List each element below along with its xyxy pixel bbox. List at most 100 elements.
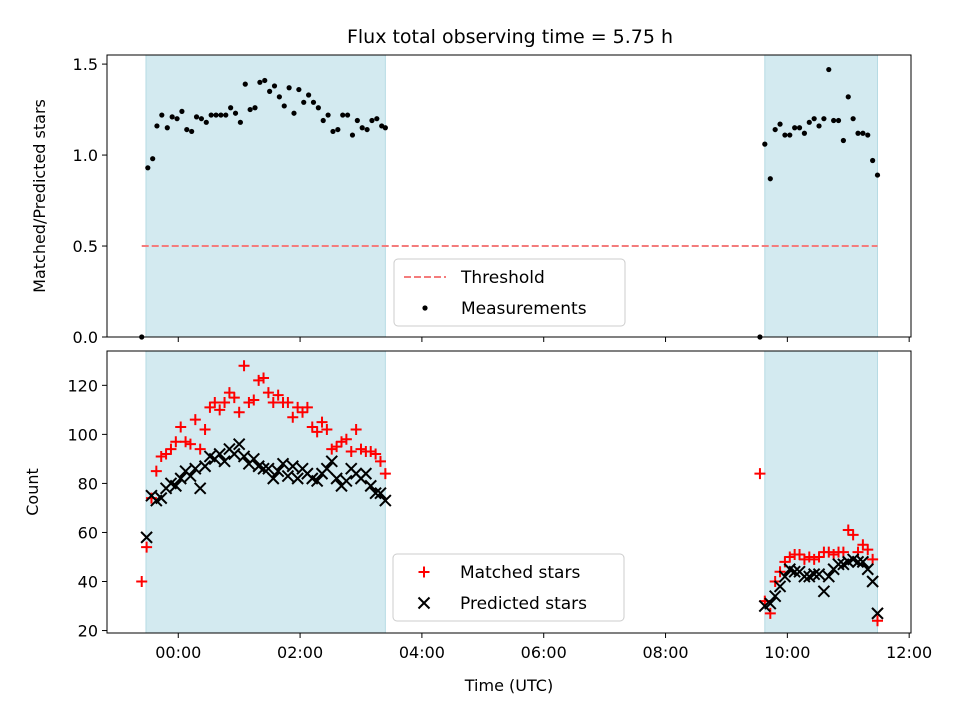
matched-stars-point bbox=[267, 396, 279, 408]
matched-stars-point bbox=[155, 450, 167, 462]
matched-stars-point bbox=[175, 421, 187, 433]
matched-stars-point bbox=[803, 551, 815, 563]
matched-stars-point bbox=[837, 546, 849, 558]
measurement-point bbox=[150, 156, 156, 162]
matched-stars-point bbox=[219, 396, 231, 408]
matched-stars-point bbox=[754, 468, 766, 480]
predicted-stars-point bbox=[856, 555, 870, 569]
measurement-point bbox=[821, 116, 827, 122]
axes-frame bbox=[106, 350, 912, 634]
y-tick-label: 1.5 bbox=[73, 55, 98, 74]
matched-stars-point bbox=[199, 423, 211, 435]
x-tick-label: 00:00 bbox=[155, 643, 201, 662]
predicted-stars-point bbox=[184, 469, 197, 483]
y-axis-label: Count bbox=[23, 468, 42, 516]
matched-stars-point bbox=[301, 401, 313, 413]
predicted-stars-point bbox=[189, 462, 202, 475]
measurement-point bbox=[228, 105, 234, 111]
y-tick-label: 60 bbox=[78, 523, 98, 542]
matched-stars-point bbox=[238, 360, 250, 372]
predicted-stars-point bbox=[861, 563, 874, 576]
measurement-point bbox=[315, 105, 321, 111]
matched-stars-point bbox=[784, 551, 796, 563]
matched-stars-point bbox=[336, 436, 347, 448]
panel-counts: 00:00 02:00 04:00 06:00 08:00 10:00 12:00 20 40 6… bbox=[23, 350, 932, 695]
measurement-point bbox=[354, 117, 360, 124]
matched-stars-point bbox=[272, 389, 284, 401]
legend: Threshold Measurements bbox=[393, 258, 626, 327]
matched-stars-point bbox=[316, 416, 328, 428]
matched-stars-point bbox=[857, 539, 869, 551]
measurement-point bbox=[213, 112, 219, 118]
predicted-stars-point bbox=[310, 474, 324, 488]
matched-stars-point bbox=[311, 426, 323, 438]
matched-stars-point bbox=[355, 443, 367, 455]
predicted-stars-point bbox=[851, 555, 865, 569]
matched-stars-point bbox=[340, 433, 352, 445]
predicted-stars-point bbox=[198, 460, 212, 473]
matched-stars-point bbox=[331, 441, 343, 453]
matched-stars-point bbox=[306, 421, 318, 433]
predicted-stars-point bbox=[218, 455, 231, 468]
measurement-point bbox=[860, 130, 866, 136]
measurement-point bbox=[335, 126, 341, 133]
matched-stars-point bbox=[253, 374, 265, 386]
observing-window bbox=[764, 54, 878, 338]
measurement-point bbox=[364, 126, 370, 133]
legend: Matched stars Predicted stars bbox=[392, 553, 625, 622]
measurement-point bbox=[762, 141, 768, 147]
measurement-point bbox=[281, 103, 287, 109]
predicted-stars-point bbox=[379, 494, 392, 507]
matched-stars-point bbox=[180, 436, 192, 448]
legend-predicted-swatch bbox=[417, 596, 431, 610]
predicted-stars-point bbox=[267, 472, 280, 485]
predicted-stars-point bbox=[788, 565, 801, 578]
measurement-point bbox=[787, 132, 793, 138]
matched-stars-point bbox=[321, 423, 333, 435]
predicted-stars-point bbox=[359, 467, 373, 480]
panel-ratio: 0.0 0.5 1.0 1.5 Matched/Predicted stars Thres… bbox=[30, 54, 912, 347]
predicted-stars-point bbox=[155, 491, 168, 505]
predicted-stars-point bbox=[325, 455, 338, 468]
measurement-point bbox=[306, 92, 312, 98]
matched-stars-point bbox=[282, 396, 294, 408]
measurement-point bbox=[291, 110, 297, 116]
measurement-point bbox=[296, 86, 302, 93]
measurement-point bbox=[850, 116, 856, 122]
chart-title: Flux total observing time = 5.75 h bbox=[347, 26, 673, 48]
measurement-point bbox=[811, 116, 817, 122]
measurement-point bbox=[198, 116, 205, 122]
measurement-point bbox=[865, 132, 871, 138]
measurement-point bbox=[189, 128, 195, 135]
matched-stars-point bbox=[228, 392, 240, 404]
predicted-stars-point bbox=[778, 570, 792, 583]
matched-stars-point bbox=[862, 544, 874, 556]
matched-stars-point bbox=[243, 396, 255, 408]
measurement-point bbox=[174, 116, 180, 122]
matched-stars-point bbox=[847, 529, 859, 541]
matched-stars-point bbox=[828, 549, 840, 561]
x-tick-label: 06:00 bbox=[521, 643, 567, 662]
matched-stars-point bbox=[214, 404, 226, 416]
predicted-stars-point bbox=[764, 597, 777, 610]
measurement-point bbox=[325, 112, 331, 118]
measurement-point bbox=[801, 130, 808, 136]
y-tick-label: 0.5 bbox=[73, 237, 98, 256]
y-tick-label: 1.0 bbox=[73, 146, 98, 165]
predicted-stars-point bbox=[374, 487, 387, 500]
predicted-stars-point bbox=[340, 474, 353, 488]
matched-stars-point bbox=[194, 443, 206, 455]
predicted-stars-point bbox=[364, 479, 377, 493]
legend-label: Threshold bbox=[460, 268, 545, 288]
measurement-point bbox=[301, 99, 307, 105]
matched-stars-point bbox=[872, 615, 883, 627]
predicted-stars-point bbox=[286, 460, 299, 473]
matched-stars-point bbox=[287, 411, 299, 423]
matched-stars-point bbox=[350, 423, 362, 435]
measurement-point bbox=[870, 157, 876, 164]
predicted-stars-point bbox=[228, 447, 241, 461]
measurement-point bbox=[772, 126, 778, 133]
matched-stars-point bbox=[370, 448, 382, 460]
y-tick-label: 0.0 bbox=[73, 328, 98, 347]
